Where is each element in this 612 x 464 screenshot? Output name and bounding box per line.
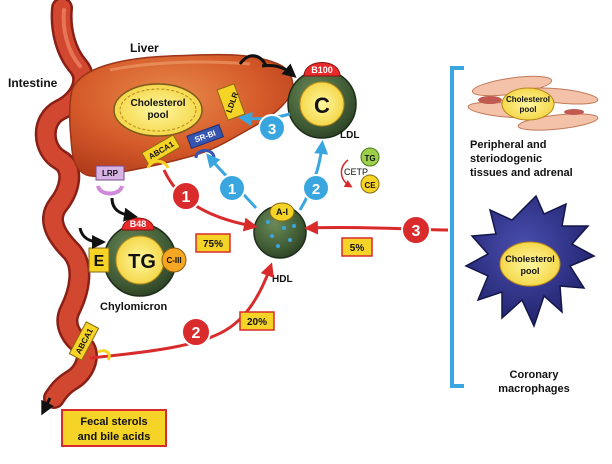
red-arrow-2 [89, 262, 274, 360]
svg-text:2: 2 [312, 181, 320, 198]
blue-badge-3: 3 [258, 114, 286, 142]
svg-text:5%: 5% [350, 243, 365, 254]
b100-protein [303, 62, 341, 77]
svg-text:2: 2 [192, 325, 201, 342]
peripheral-cholesterol-pool [501, 87, 555, 121]
svg-text:and bile acids: and bile acids [78, 431, 151, 443]
chylomicron-tg-label: TG [128, 251, 156, 273]
liver-abca1-cup [146, 159, 170, 169]
svg-text:3: 3 [412, 223, 421, 240]
apoe-label: E [94, 253, 105, 270]
intestine-to-chylo-arrow [78, 227, 106, 249]
svg-text:20%: 20% [247, 317, 267, 328]
liver-label: Liver [130, 41, 159, 55]
peripheral-tissue-cells: Cholesterol pool [467, 75, 599, 131]
chylomicron-label: Chylomicron [100, 301, 168, 313]
ce-exchange-label: CE [364, 181, 376, 190]
fecal-arrow [41, 397, 54, 416]
ce-exchange [360, 174, 380, 194]
b100-label: B100 [311, 65, 333, 75]
liver-pool-label-2: pool [147, 110, 168, 121]
macrophage-cholesterol-pool [499, 241, 561, 287]
liver-to-ldl-arrow [261, 63, 297, 78]
tg-exchange-label: TG [364, 154, 375, 163]
liver-to-ldl-arrow-a [238, 54, 268, 67]
peripheral-label-2: steriodogenic [470, 153, 542, 165]
chylo-to-lrp-arrow [110, 197, 138, 222]
coronary-macrophage: Cholesterol pool [464, 194, 596, 329]
svg-text:1: 1 [182, 189, 191, 206]
svg-text:1: 1 [228, 181, 236, 198]
red-badge-3: 3 [401, 215, 431, 245]
b48-label: B48 [130, 219, 147, 229]
blue-badge-1: 1 [218, 174, 246, 202]
cetp-arrow [340, 159, 353, 188]
peripheral-bracket [450, 66, 464, 388]
liver-pool-label-1: Cholesterol [130, 98, 185, 109]
c3-label: C-III [166, 256, 181, 265]
intestine-label: Intestine [8, 76, 58, 90]
hdl-label: HDL [272, 274, 293, 285]
lrp-receptor [95, 165, 125, 181]
ldlr-receptor [216, 83, 246, 121]
percent-20-box: 20% [239, 311, 275, 331]
ldl-label: LDL [340, 130, 359, 141]
apoa1-protein [269, 202, 295, 222]
srbi-cup [194, 149, 216, 159]
intestine-abca1-cup [97, 349, 111, 361]
peripheral-label-1: Peripheral and [470, 139, 546, 151]
svg-text:Fecal sterols: Fecal sterols [80, 416, 147, 428]
tg-exchange [360, 147, 380, 167]
lrp-cup [96, 185, 124, 196]
ldl-core [299, 81, 345, 127]
liver-abca1 [141, 134, 181, 166]
svg-text:3: 3 [268, 121, 276, 138]
ldl-core-label: C [314, 93, 330, 118]
cetp-label: CETP [344, 167, 368, 177]
red-arrow-3 [304, 220, 449, 235]
blue-badge-2: 2 [302, 174, 330, 202]
svg-text:pool: pool [521, 266, 540, 276]
svg-text:Cholesterol: Cholesterol [506, 95, 550, 104]
coronary-label-2: macrophages [498, 383, 570, 395]
apoa1-label: A-I [276, 207, 288, 217]
srbi-receptor [186, 123, 225, 150]
percent-75-box: 75% [195, 233, 231, 253]
peripheral-label-3: tissues and adrenal [470, 167, 573, 179]
red-badge-2: 2 [181, 317, 211, 347]
c3-protein [161, 247, 187, 273]
intestine-abca1 [68, 321, 100, 361]
fecal-sterols-box: Fecal sterols and bile acids [61, 409, 167, 447]
svg-text:pool: pool [520, 105, 537, 114]
svg-text:Cholesterol: Cholesterol [505, 254, 555, 264]
coronary-label-1: Coronary [510, 369, 560, 381]
percent-5-box: 5% [341, 237, 373, 257]
svg-text:75%: 75% [203, 239, 223, 250]
liver-cholesterol-pool [113, 83, 203, 137]
lrp-label: LRP [102, 169, 119, 178]
red-badge-1: 1 [171, 181, 201, 211]
